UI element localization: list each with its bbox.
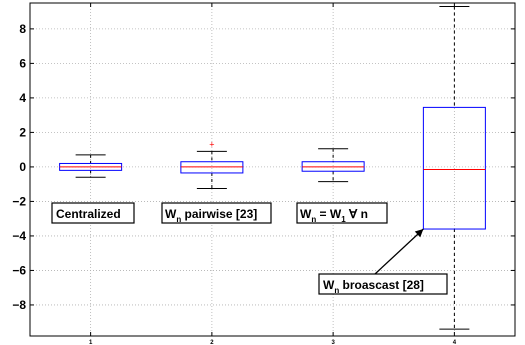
y-tick-label: 0	[19, 160, 26, 174]
annotation-centralized-label: Centralized	[56, 207, 121, 221]
arrow-head	[414, 229, 424, 238]
annotation-wn-pairwise-rest: pairwise [23]	[181, 207, 257, 221]
annotation-wn-pairwise-main: W	[165, 207, 177, 221]
x-tick-label: 3	[331, 340, 335, 345]
y-tick-label: 4	[19, 91, 26, 105]
annotation-wn-broadcast: Wn broascast [28]	[318, 228, 448, 295]
annotation-arrow	[374, 228, 424, 275]
y-tick-label: −2	[12, 194, 26, 208]
boxes: +	[59, 5, 486, 330]
box-2: +	[180, 139, 244, 189]
svg-text:Wn = W1 ∀ n: Wn = W1 ∀ n	[300, 207, 368, 224]
y-axis-ticks: −8 −6 −4 −2 0 2 4 6 8	[12, 22, 515, 312]
x-tick-label: 1	[89, 340, 93, 345]
box-iqr	[422, 106, 486, 230]
y-tick-label: −8	[12, 298, 26, 312]
annotation-w1-main: W	[300, 207, 312, 221]
svg-text:Wn pairwise [23]: Wn pairwise [23]	[165, 207, 257, 224]
annotation-w1-forall: ∀ n	[346, 207, 368, 221]
box-4	[422, 5, 486, 330]
annotation-wn-pairwise-sub: n	[176, 215, 181, 224]
box-3	[301, 148, 365, 183]
box-1	[59, 154, 123, 178]
outlier-marker: +	[209, 139, 214, 149]
y-tick-label: 6	[19, 56, 26, 70]
svg-text:Centralized: Centralized	[56, 207, 121, 221]
annotation-wn-pairwise: Wn pairwise [23]	[161, 202, 272, 224]
annotation-w1-sub-1: 1	[341, 215, 346, 224]
annotation-centralized: Centralized	[51, 202, 135, 224]
annotation-wn-broadcast-sub: n	[334, 286, 339, 295]
arrow-line	[374, 228, 424, 275]
annotation-wn-broadcast-main: W	[323, 278, 335, 292]
y-tick-label: 2	[19, 125, 26, 139]
annotations: Centralized Wn pairwise [23] Wn = W1 ∀ n…	[51, 202, 448, 295]
y-tick-label: −6	[12, 263, 26, 277]
annotation-wn-equals-w1: Wn = W1 ∀ n	[296, 202, 388, 224]
y-tick-label: −4	[12, 229, 26, 243]
annotation-wn-broadcast-rest: broascast [28]	[339, 278, 424, 292]
x-tick-label: 2	[210, 340, 214, 345]
annotation-w1-equals: = W	[316, 207, 342, 221]
y-tick-label: 8	[19, 22, 26, 36]
x-axis-ticks: 1 2 3 4	[89, 3, 457, 345]
svg-text:Wn broascast [28]: Wn broascast [28]	[323, 278, 424, 295]
x-tick-label: 4	[453, 340, 457, 345]
annotation-w1-sub-n: n	[311, 215, 316, 224]
